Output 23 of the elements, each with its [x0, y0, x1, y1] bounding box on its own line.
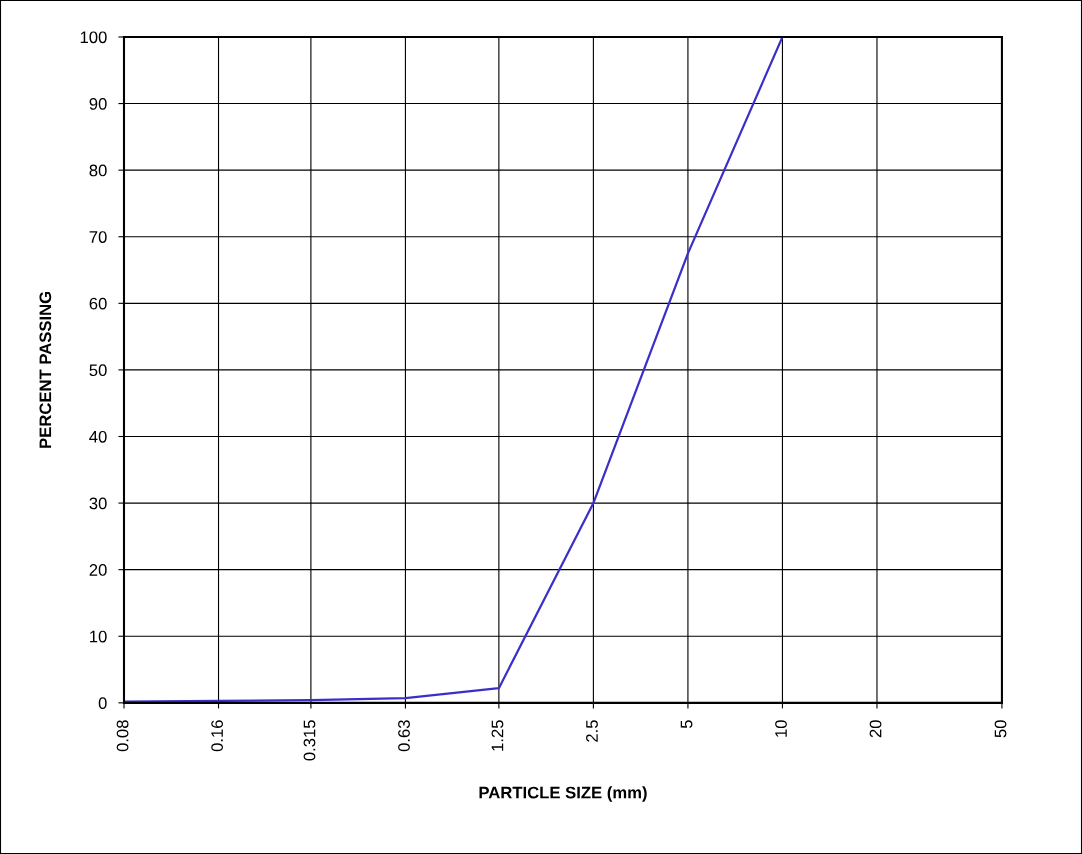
x-tick-label: 20: [869, 720, 882, 738]
y-tick-label: 30: [89, 497, 107, 510]
y-tick-label: 0: [98, 697, 107, 710]
x-tick-label: 5: [680, 720, 693, 729]
x-tick-label: 2.5: [586, 720, 598, 742]
x-axis-title: PARTICLE SIZE (mm): [479, 786, 647, 802]
y-tick-label: 40: [89, 430, 107, 443]
y-tick-label: 70: [89, 231, 107, 243]
y-axis-title: PERCENT PASSING: [39, 291, 52, 448]
x-tick-label: 0.315: [303, 720, 316, 761]
x-tick-label: 0.08: [116, 720, 129, 752]
y-tick-label: 80: [89, 164, 107, 177]
y-tick-label: 10: [90, 630, 107, 643]
y-tick-label: 50: [89, 364, 107, 377]
x-tick-label: 10: [775, 720, 787, 737]
x-tick-label: 1.25: [491, 720, 504, 751]
y-tick-label: 60: [89, 297, 107, 310]
y-tick-label: 100: [80, 31, 107, 44]
x-tick-label: 50: [994, 720, 1007, 738]
y-tick-label: 20: [89, 564, 107, 576]
x-tick-label: 0.63: [398, 720, 410, 752]
x-tick-label: 0.16: [211, 720, 223, 752]
y-tick-label: 90: [89, 97, 107, 110]
